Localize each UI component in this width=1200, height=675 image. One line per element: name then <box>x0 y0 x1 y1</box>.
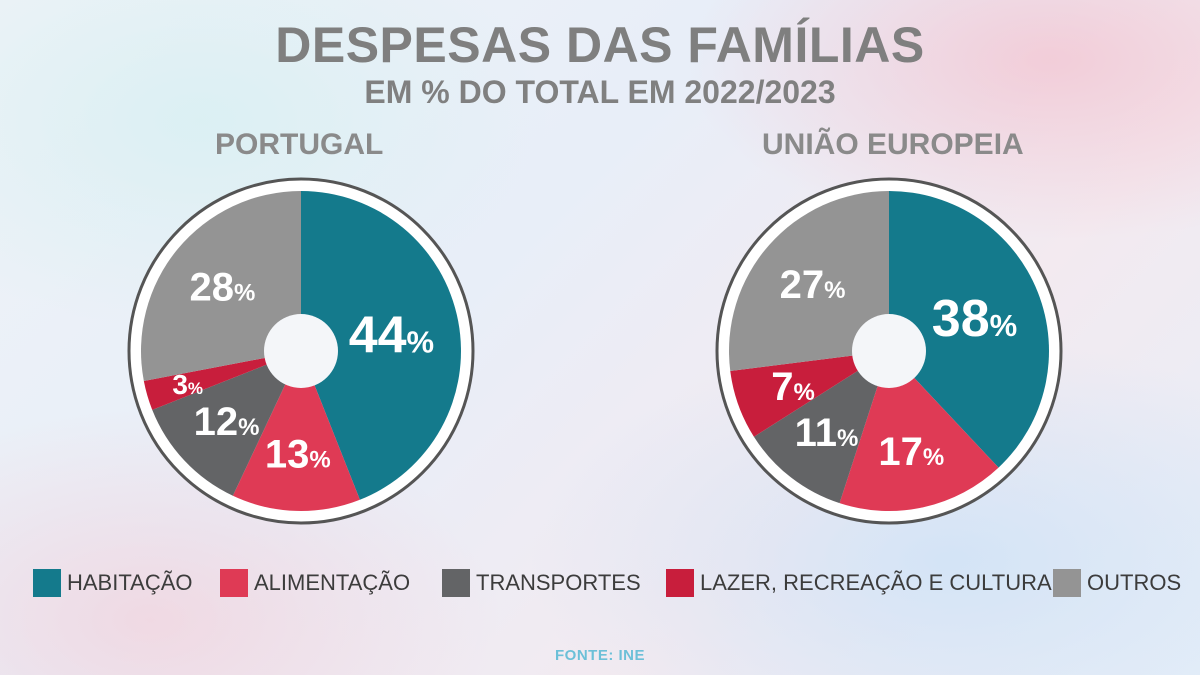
legend-swatch <box>1053 569 1081 597</box>
eu-label-alimentacao: 17% <box>878 430 944 474</box>
portugal-slice-habitacao <box>301 191 461 500</box>
eu-pie-chart: 38% 17% 11%7% 27% <box>715 177 1063 525</box>
portugal-chart-title: PORTUGAL <box>215 128 384 161</box>
portugal-label-outros: 28% <box>189 265 255 309</box>
eu-label-habitacao: 38% <box>932 290 1017 348</box>
legend-label: LAZER, RECREAÇÃO E CULTURA <box>700 570 1052 595</box>
legend-item-lazer: LAZER, RECREAÇÃO E CULTURA <box>666 566 1052 600</box>
eu-slice-lazer <box>730 351 889 437</box>
legend-label: HABITAÇÃO <box>67 570 193 595</box>
eu-slice-transportes <box>753 351 889 504</box>
legend-item-outros: OUTROS <box>1053 566 1181 600</box>
legend-label: OUTROS <box>1087 570 1182 595</box>
eu-label-transportes: 11% <box>795 411 859 455</box>
portugal-slice-outros <box>140 191 301 381</box>
legend: HABITAÇÃO ALIMENTAÇÃO TRANSPORTES LAZER,… <box>33 566 1181 600</box>
portugal-center-hole <box>264 314 338 388</box>
eu-center-hole <box>852 314 926 388</box>
portugal-slice-alimentacao <box>232 351 360 511</box>
legend-item-transportes: TRANSPORTES <box>442 566 641 600</box>
portugal-pie-chart: 44% 13%12%3% 28% <box>127 177 475 525</box>
eu-slice-alimentacao <box>839 351 999 511</box>
legend-swatch <box>442 569 470 597</box>
eu-chart-title: UNIÃO EUROPEIA <box>762 128 1024 161</box>
legend-item-habitacao: HABITAÇÃO <box>33 566 193 600</box>
chart-subtitle: EM % DO TOTAL EM 2022/2023 <box>364 74 836 110</box>
legend-label: ALIMENTAÇÃO <box>254 570 411 595</box>
legend-swatch <box>220 569 248 597</box>
eu-slice-habitacao <box>889 191 1049 468</box>
legend-item-alimentacao: ALIMENTAÇÃO <box>220 566 410 600</box>
portugal-label-alimentacao: 13% <box>265 432 331 476</box>
portugal-slice-lazer <box>143 351 301 410</box>
eu-label-lazer: 7% <box>771 365 815 409</box>
eu-slice-outros <box>728 191 889 372</box>
portugal-label-lazer: 3% <box>172 369 203 400</box>
portugal-slice-transportes <box>152 351 301 496</box>
legend-label: TRANSPORTES <box>476 570 641 595</box>
chart-title: DESPESAS DAS FAMÍLIAS <box>275 17 925 73</box>
legend-swatch <box>666 569 694 597</box>
source-note: FONTE: INE <box>555 647 645 664</box>
portugal-label-transportes: 12% <box>194 400 260 444</box>
portugal-label-habitacao: 44% <box>349 307 434 365</box>
legend-swatch <box>33 569 61 597</box>
eu-label-outros: 27% <box>780 263 846 307</box>
